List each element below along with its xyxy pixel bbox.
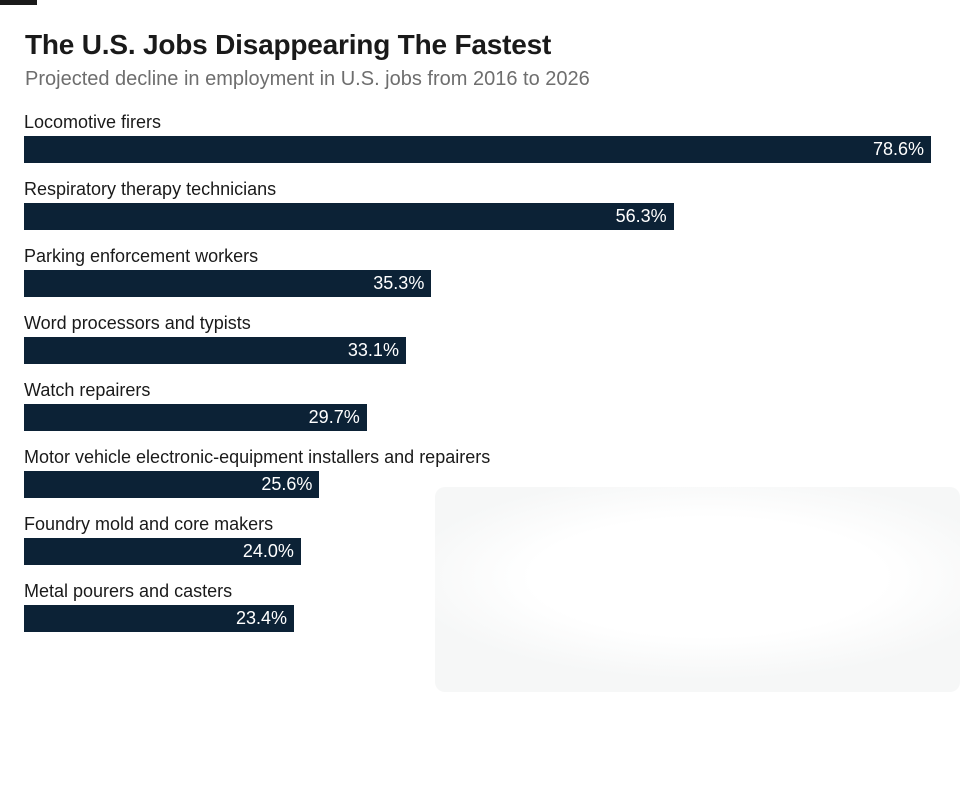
bar-value-label: 25.6% bbox=[261, 474, 313, 494]
bar-row: Watch repairers 29.7% bbox=[24, 380, 931, 431]
bar-chart: Locomotive firers 78.6% Respiratory ther… bbox=[24, 112, 931, 632]
bar: 35.3% bbox=[24, 270, 432, 297]
bar: 29.7% bbox=[24, 404, 367, 431]
chart-header: The U.S. Jobs Disappearing The Fastest P… bbox=[0, 0, 960, 92]
bar-category-label: Locomotive firers bbox=[24, 112, 162, 132]
bar-value-label: 78.6% bbox=[872, 139, 924, 159]
watermark-blob bbox=[435, 487, 960, 692]
bar: 33.1% bbox=[24, 337, 406, 364]
bar-value-label: 23.4% bbox=[235, 608, 288, 628]
bar-row: Motor vehicle electronic-equipment insta… bbox=[24, 447, 931, 498]
bar-row: Respiratory therapy technicians 56.3% bbox=[24, 179, 931, 230]
bar-category-label: Word processors and typists bbox=[24, 313, 251, 333]
page-title: The U.S. Jobs Disappearing The Fastest bbox=[25, 29, 552, 60]
bar-value-label: 24.0% bbox=[242, 541, 294, 561]
bar-value-label: 56.3% bbox=[615, 206, 667, 226]
bar-category-label: Foundry mold and core makers bbox=[24, 514, 274, 534]
bar-value-label: 35.3% bbox=[373, 273, 425, 293]
bar: 23.4% bbox=[24, 605, 295, 632]
bar-category-label: Watch repairers bbox=[24, 380, 151, 400]
bar-row: Metal pourers and casters 23.4% bbox=[24, 581, 931, 632]
top-left-dash bbox=[0, 0, 37, 5]
bar-value-label: 29.7% bbox=[308, 407, 360, 427]
bar-row: Locomotive firers 78.6% bbox=[24, 112, 931, 163]
bar-category-label: Motor vehicle electronic-equipment insta… bbox=[24, 447, 491, 467]
bar: 78.6% bbox=[24, 136, 931, 163]
bar-category-label: Metal pourers and casters bbox=[24, 581, 233, 601]
bar-row: Foundry mold and core makers 24.0% bbox=[24, 514, 931, 565]
bar: 56.3% bbox=[24, 203, 674, 230]
bar: 24.0% bbox=[24, 538, 301, 565]
bar: 25.6% bbox=[24, 471, 320, 498]
bar-category-label: Parking enforcement workers bbox=[24, 246, 259, 266]
bar-row: Word processors and typists 33.1% bbox=[24, 313, 931, 364]
bar-category-label: Respiratory therapy technicians bbox=[24, 179, 277, 199]
page-subtitle: Projected decline in employment in U.S. … bbox=[25, 68, 590, 90]
bar-value-label: 33.1% bbox=[347, 340, 399, 360]
bar-row: Parking enforcement workers 35.3% bbox=[24, 246, 931, 297]
